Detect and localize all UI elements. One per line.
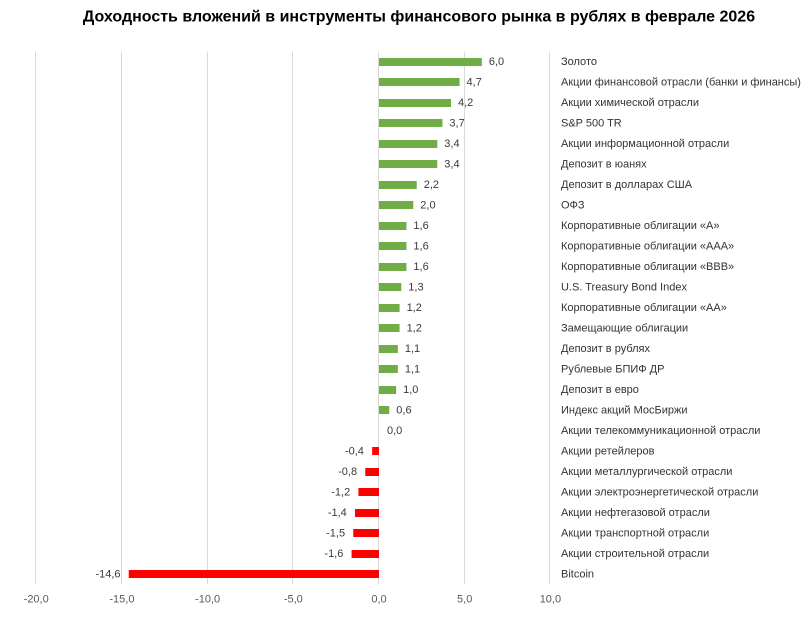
svg-text:2,2: 2,2 — [424, 179, 439, 191]
svg-text:Доходность вложений в инструме: Доходность вложений в инструменты финанс… — [83, 9, 755, 26]
svg-text:-14,6: -14,6 — [95, 569, 120, 581]
svg-text:-1,4: -1,4 — [328, 507, 347, 519]
svg-text:2,0: 2,0 — [420, 200, 435, 212]
svg-text:Корпоративные облигации «А»: Корпоративные облигации «А» — [561, 220, 720, 232]
svg-text:ОФЗ: ОФЗ — [561, 200, 585, 212]
svg-text:0,0: 0,0 — [371, 594, 386, 606]
svg-text:Акции строительной отрасли: Акции строительной отрасли — [561, 548, 709, 560]
svg-text:Bitcoin: Bitcoin — [561, 569, 594, 581]
svg-text:0,0: 0,0 — [387, 425, 402, 437]
svg-text:Корпоративные облигации «ААА»: Корпоративные облигации «ААА» — [561, 241, 734, 253]
svg-text:1,6: 1,6 — [413, 261, 428, 273]
svg-text:6,0: 6,0 — [489, 56, 504, 68]
svg-text:-1,5: -1,5 — [326, 528, 345, 540]
svg-text:4,7: 4,7 — [467, 77, 482, 89]
svg-text:1,1: 1,1 — [405, 364, 420, 376]
svg-text:Акции транспортной отрасли: Акции транспортной отрасли — [561, 528, 709, 540]
svg-text:Депозит в юанях: Депозит в юанях — [561, 159, 647, 171]
svg-text:1,1: 1,1 — [405, 343, 420, 355]
svg-text:-15,0: -15,0 — [109, 594, 134, 606]
svg-text:Рублевые БПИФ ДР: Рублевые БПИФ ДР — [561, 364, 664, 376]
svg-text:-0,4: -0,4 — [345, 446, 364, 458]
svg-text:Акции нефтегазовой отрасли: Акции нефтегазовой отрасли — [561, 507, 710, 519]
svg-text:Депозит в долларах США: Депозит в долларах США — [561, 179, 693, 191]
svg-text:-1,6: -1,6 — [324, 548, 343, 560]
svg-text:Акции металлургической отрасли: Акции металлургической отрасли — [561, 466, 732, 478]
svg-text:U.S. Treasury Bond Index: U.S. Treasury Bond Index — [561, 282, 687, 294]
svg-text:5,0: 5,0 — [457, 594, 472, 606]
svg-text:1,6: 1,6 — [413, 241, 428, 253]
svg-text:Акции телекоммуникационной отр: Акции телекоммуникационной отрасли — [561, 425, 760, 437]
svg-text:Акции информационной отрасли: Акции информационной отрасли — [561, 138, 729, 150]
svg-text:3,7: 3,7 — [449, 118, 464, 130]
svg-text:1,2: 1,2 — [407, 323, 422, 335]
svg-text:1,2: 1,2 — [407, 302, 422, 314]
svg-text:Корпоративные облигации «ВВВ»: Корпоративные облигации «ВВВ» — [561, 261, 734, 273]
svg-text:Замещающие облигации: Замещающие облигации — [561, 323, 688, 335]
svg-text:-0,8: -0,8 — [338, 466, 357, 478]
svg-text:1,6: 1,6 — [413, 220, 428, 232]
svg-text:4,2: 4,2 — [458, 97, 473, 109]
svg-text:-10,0: -10,0 — [195, 594, 220, 606]
svg-text:3,4: 3,4 — [444, 159, 459, 171]
svg-text:Депозит в евро: Депозит в евро — [561, 384, 639, 396]
svg-text:Акции ретейлеров: Акции ретейлеров — [561, 446, 655, 458]
svg-text:-1,2: -1,2 — [331, 487, 350, 499]
svg-text:Депозит в рублях: Депозит в рублях — [561, 343, 650, 355]
svg-text:1,0: 1,0 — [403, 384, 418, 396]
svg-text:Корпоративные облигации «АА»: Корпоративные облигации «АА» — [561, 302, 727, 314]
svg-text:Акции электроэнергетической от: Акции электроэнергетической отрасли — [561, 487, 758, 499]
svg-text:Индекс акций МосБиржи: Индекс акций МосБиржи — [561, 405, 687, 417]
svg-text:Акции финансовой отрасли (банк: Акции финансовой отрасли (банки и финанс… — [561, 77, 801, 89]
svg-text:3,4: 3,4 — [444, 138, 459, 150]
svg-text:Золото: Золото — [561, 56, 597, 68]
svg-text:Акции химической отрасли: Акции химической отрасли — [561, 97, 699, 109]
svg-text:-20,0: -20,0 — [24, 594, 49, 606]
svg-text:0,6: 0,6 — [396, 405, 411, 417]
svg-text:10,0: 10,0 — [540, 594, 561, 606]
svg-text:1,3: 1,3 — [408, 282, 423, 294]
svg-text:S&P 500 TR: S&P 500 TR — [561, 118, 622, 130]
svg-text:-5,0: -5,0 — [284, 594, 303, 606]
